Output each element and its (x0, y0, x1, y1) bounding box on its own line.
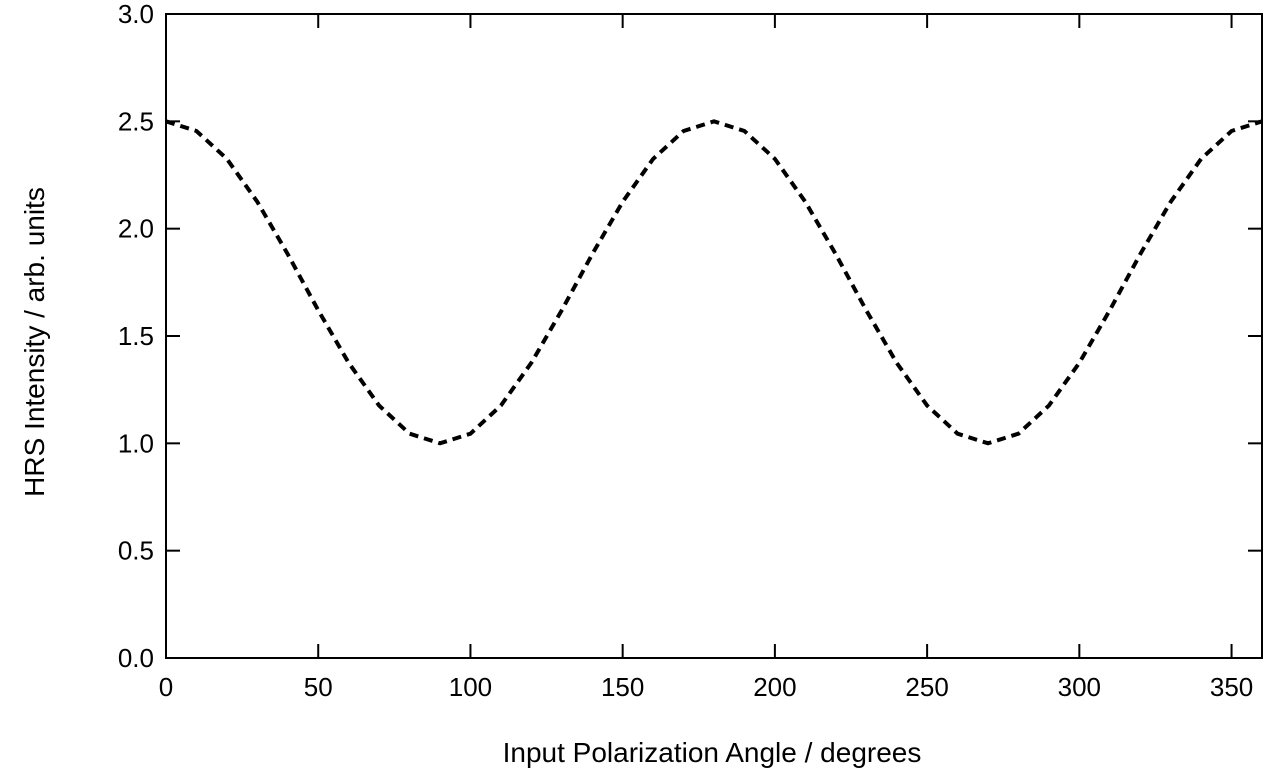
series-line (165, 119, 1263, 446)
y-tick-label: 0.5 (118, 536, 154, 566)
x-tick-label: 0 (159, 672, 173, 702)
y-tick-label: 0.0 (118, 643, 154, 673)
y-tick-label: 2.5 (118, 106, 154, 136)
x-tick-label: 250 (905, 672, 948, 702)
ticks (165, 13, 1262, 659)
tick-labels: 0 50 100 150 200 250 300 350 0.0 0.5 1.0 1.5 2.0 2.5 3… (118, 0, 1253, 702)
x-tick-label: 100 (449, 672, 492, 702)
y-tick-label: 1.5 (118, 321, 154, 351)
y-tick-label: 2.0 (118, 214, 154, 244)
x-axis-title: Input Polarization Angle / degrees (503, 737, 922, 768)
y-tick-label: 3.0 (118, 0, 154, 29)
x-tick-label: 50 (304, 672, 333, 702)
x-tick-label: 150 (601, 672, 644, 702)
y-axis-title: HRS Intensity / arb. units (19, 187, 50, 497)
x-tick-label: 200 (753, 672, 796, 702)
y-tick-label: 1.0 (118, 428, 154, 458)
x-tick-label: 350 (1210, 672, 1253, 702)
plot-frame (165, 13, 1263, 659)
x-tick-label: 300 (1058, 672, 1101, 702)
